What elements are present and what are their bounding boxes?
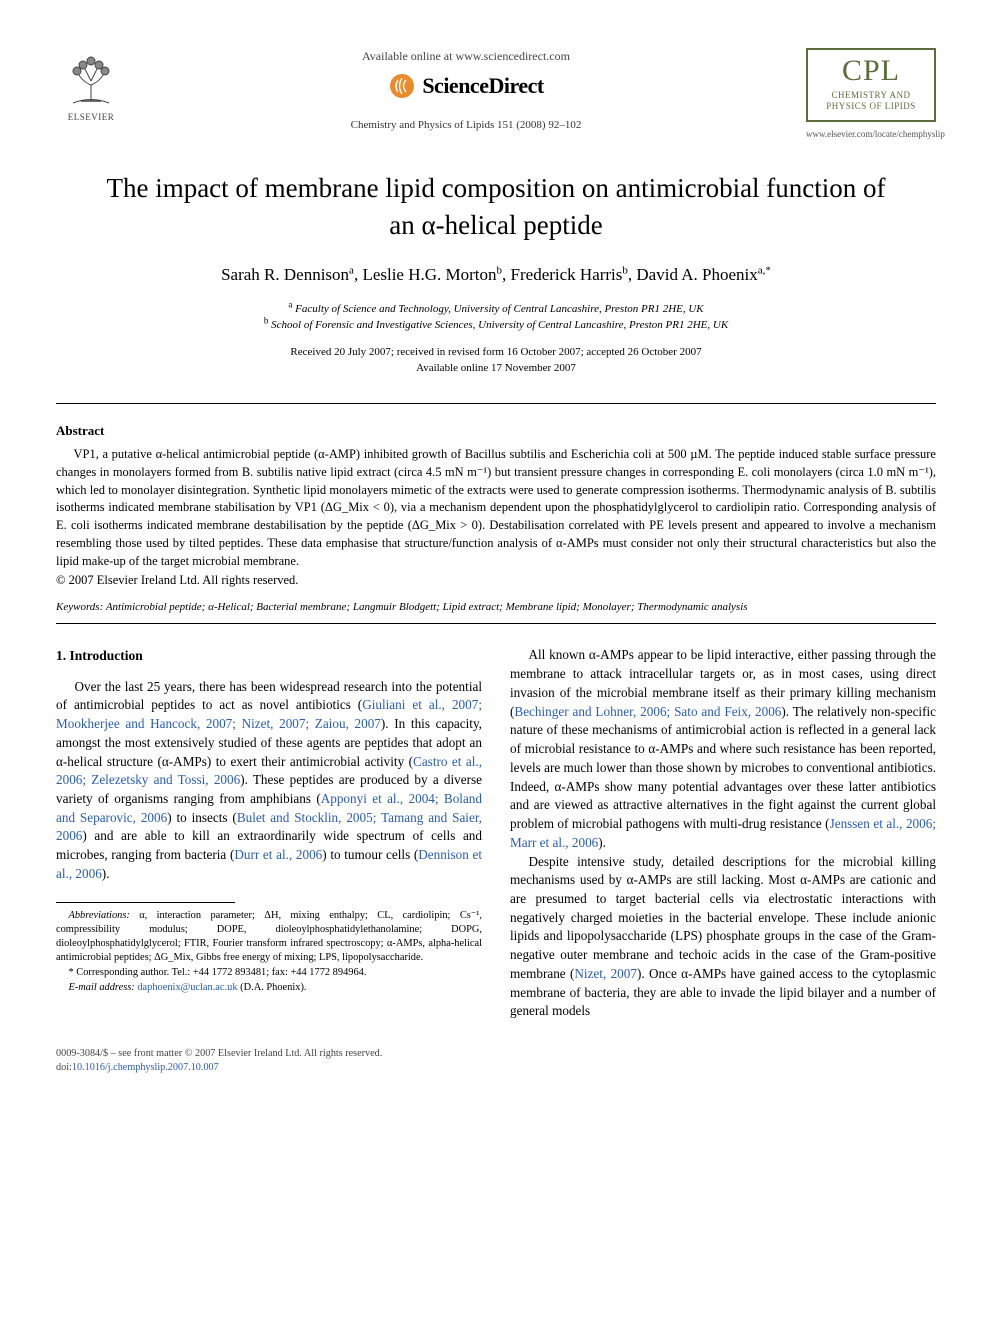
publisher-logo: ELSEVIER xyxy=(56,48,126,126)
intro-para-3: Despite intensive study, detailed descri… xyxy=(510,853,936,1022)
footer-meta: 0009-3084/$ – see front matter © 2007 El… xyxy=(56,1047,936,1075)
tree-icon xyxy=(63,51,119,107)
column-left: 1. Introduction Over the last 25 years, … xyxy=(56,646,482,1021)
citation-link[interactable]: Nizet, 2007 xyxy=(574,966,637,981)
article-history: Received 20 July 2007; received in revis… xyxy=(56,344,936,377)
abstract-heading: Abstract xyxy=(56,422,936,440)
journal-brand-box: CPL CHEMISTRY AND PHYSICS OF LIPIDS www.… xyxy=(806,48,936,140)
abstract-body: VP1, a putative α-helical antimicrobial … xyxy=(56,446,936,570)
footnote-divider xyxy=(56,902,235,903)
intro-para-1: Over the last 25 years, there has been w… xyxy=(56,678,482,884)
footer-line1: 0009-3084/$ – see front matter © 2007 El… xyxy=(56,1047,936,1061)
header-center: Available online at www.sciencedirect.co… xyxy=(126,48,806,133)
journal-full-line1: CHEMISTRY AND xyxy=(832,90,911,100)
doi-link[interactable]: 10.1016/j.chemphyslip.2007.10.007 xyxy=(72,1062,219,1073)
keywords: Keywords: Antimicrobial peptide; α-Helic… xyxy=(56,600,936,615)
footnotes: Abbreviations: α, interaction parameter;… xyxy=(56,909,482,995)
journal-reference: Chemistry and Physics of Lipids 151 (200… xyxy=(142,118,790,133)
body-columns: 1. Introduction Over the last 25 years, … xyxy=(56,646,936,1021)
section-heading: 1. Introduction xyxy=(56,646,482,665)
intro-para-2: All known α-AMPs appear to be lipid inte… xyxy=(510,646,936,852)
article-title: The impact of membrane lipid composition… xyxy=(96,170,896,243)
sciencedirect-icon xyxy=(388,72,416,100)
citation-link[interactable]: Bechinger and Lohner, 2006; Sato and Fei… xyxy=(514,704,781,719)
column-right: All known α-AMPs appear to be lipid inte… xyxy=(510,646,936,1021)
history-online: Available online 17 November 2007 xyxy=(56,360,936,377)
journal-full-line2: PHYSICS OF LIPIDS xyxy=(826,101,916,111)
platform-logo: ScienceDirect xyxy=(388,71,543,102)
footer-doi-line: doi:10.1016/j.chemphyslip.2007.10.007 xyxy=(56,1061,936,1075)
journal-url: www.elsevier.com/locate/chemphyslip xyxy=(806,128,936,141)
abstract-copyright: © 2007 Elsevier Ireland Ltd. All rights … xyxy=(56,572,936,590)
header: ELSEVIER Available online at www.science… xyxy=(56,48,936,140)
platform-name: ScienceDirect xyxy=(422,71,543,102)
affiliation-b: b School of Forensic and Investigative S… xyxy=(56,317,936,334)
publisher-name: ELSEVIER xyxy=(68,111,115,124)
history-received: Received 20 July 2007; received in revis… xyxy=(56,344,936,361)
divider xyxy=(56,403,936,404)
footnote-email: E-mail address: daphoenix@uclan.ac.uk (D… xyxy=(56,981,482,995)
citation-link[interactable]: Durr et al., 2006 xyxy=(234,847,322,862)
affiliation-a: a Faculty of Science and Technology, Uni… xyxy=(56,301,936,318)
divider xyxy=(56,623,936,624)
affiliations: a Faculty of Science and Technology, Uni… xyxy=(56,301,936,334)
abstract: Abstract VP1, a putative α-helical antim… xyxy=(56,422,936,590)
footnote-abbrev: Abbreviations: α, interaction parameter;… xyxy=(56,909,482,965)
available-online-line: Available online at www.sciencedirect.co… xyxy=(142,48,790,65)
authors-line: Sarah R. Dennisona, Leslie H.G. Mortonb,… xyxy=(56,263,936,287)
keywords-list: Antimicrobial peptide; α-Helical; Bacter… xyxy=(106,601,748,613)
email-link[interactable]: daphoenix@uclan.ac.uk xyxy=(137,982,237,993)
footnote-corresponding: * Corresponding author. Tel.: +44 1772 8… xyxy=(56,966,482,980)
journal-abbrev: CPL xyxy=(812,56,930,86)
keywords-label: Keywords: xyxy=(56,601,103,613)
